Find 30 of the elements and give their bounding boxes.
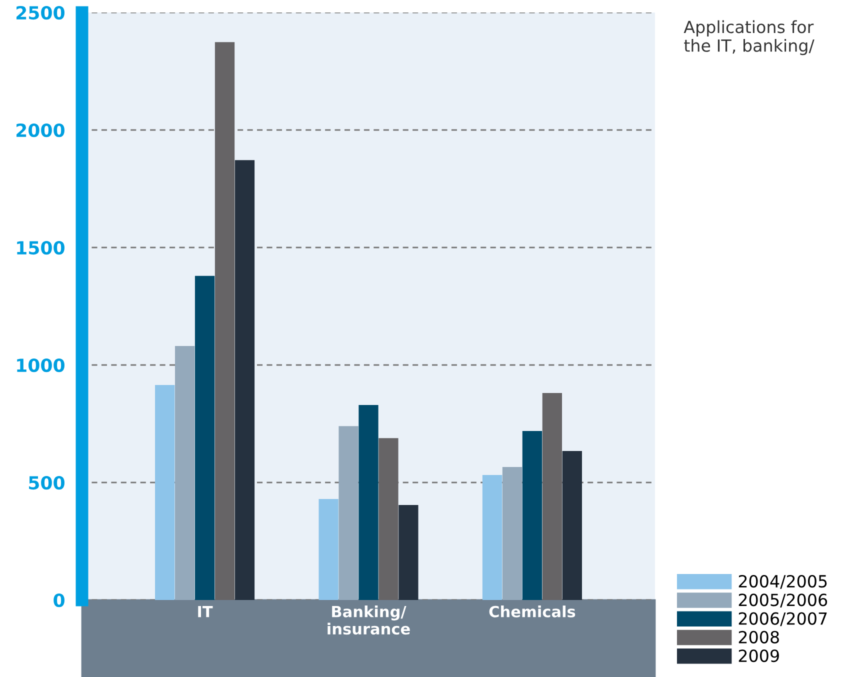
bar	[562, 451, 582, 600]
bar	[155, 384, 175, 600]
bar	[522, 431, 542, 600]
bar	[502, 466, 522, 600]
y-tick-label: 2500	[16, 6, 64, 20]
bar	[318, 498, 338, 600]
legend-label: 2005/2006	[738, 594, 828, 608]
legend-label: 2004/2005	[738, 574, 827, 589]
x-tick-label: Banking/ insurance	[328, 606, 410, 635]
x-tick-label: IT	[198, 606, 213, 618]
y-tick-label: 1500	[17, 240, 64, 255]
bar	[378, 438, 398, 600]
bar	[482, 474, 502, 600]
bar	[542, 392, 562, 600]
bar	[398, 505, 418, 600]
y-tick-label: 0	[54, 593, 64, 608]
legend-label: 2009	[738, 649, 779, 662]
bar	[214, 42, 235, 600]
y-tick-label: 1000	[17, 358, 64, 372]
x-tick-label: Chemicals	[489, 606, 576, 618]
text: Applications for the IT, banking/	[684, 20, 814, 56]
bar	[194, 276, 215, 600]
legend-label: 2008	[738, 630, 779, 644]
bar	[234, 160, 255, 600]
bar	[174, 346, 195, 600]
legend-label: 2006/2007	[738, 612, 827, 626]
y-tick-label: 2000	[16, 123, 64, 138]
bar	[358, 404, 378, 600]
y-tick-label: 500	[29, 476, 64, 490]
bar	[338, 426, 358, 600]
